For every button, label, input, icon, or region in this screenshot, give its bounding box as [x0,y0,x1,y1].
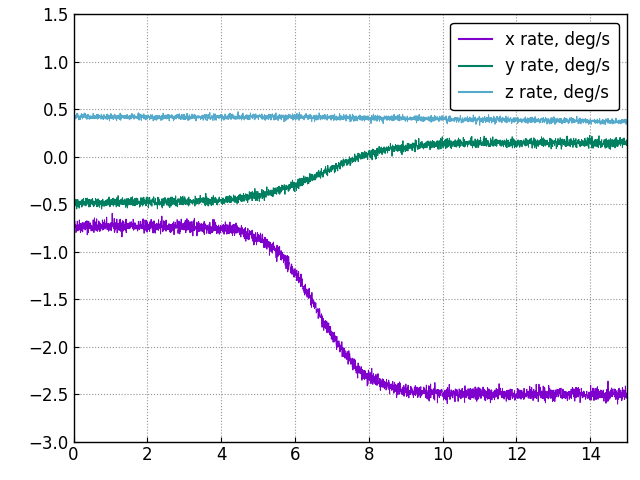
z rate, deg/s [476,122,484,128]
Line: x rate, deg/s: x rate, deg/s [74,213,627,404]
y rate, deg/s [70,204,77,210]
x rate, deg/s [282,266,290,272]
x rate, deg/s [166,222,173,228]
z rate, deg/s [282,113,290,119]
x rate, deg/s [108,210,116,216]
y rate, deg/s [98,206,106,212]
z rate, deg/s [166,115,173,120]
y rate, deg/s [586,132,593,138]
x rate, deg/s [133,225,141,231]
y rate, deg/s [133,196,141,202]
x rate, deg/s [612,393,620,398]
y rate, deg/s [623,143,631,148]
x rate, deg/s [623,392,631,397]
z rate, deg/s [613,119,621,125]
z rate, deg/s [234,109,242,115]
y rate, deg/s [306,179,314,185]
y rate, deg/s [553,139,561,144]
y rate, deg/s [166,205,173,211]
z rate, deg/s [133,114,141,120]
Line: z rate, deg/s: z rate, deg/s [74,112,627,125]
y rate, deg/s [613,140,621,145]
z rate, deg/s [623,118,631,123]
x rate, deg/s [614,401,621,407]
z rate, deg/s [70,116,77,121]
y rate, deg/s [282,182,290,188]
x rate, deg/s [306,295,314,301]
x rate, deg/s [553,390,561,396]
Legend: x rate, deg/s, y rate, deg/s, z rate, deg/s: x rate, deg/s, y rate, deg/s, z rate, de… [451,23,619,110]
x rate, deg/s [70,222,77,228]
z rate, deg/s [306,112,314,118]
z rate, deg/s [553,115,561,121]
Line: y rate, deg/s: y rate, deg/s [74,135,627,209]
